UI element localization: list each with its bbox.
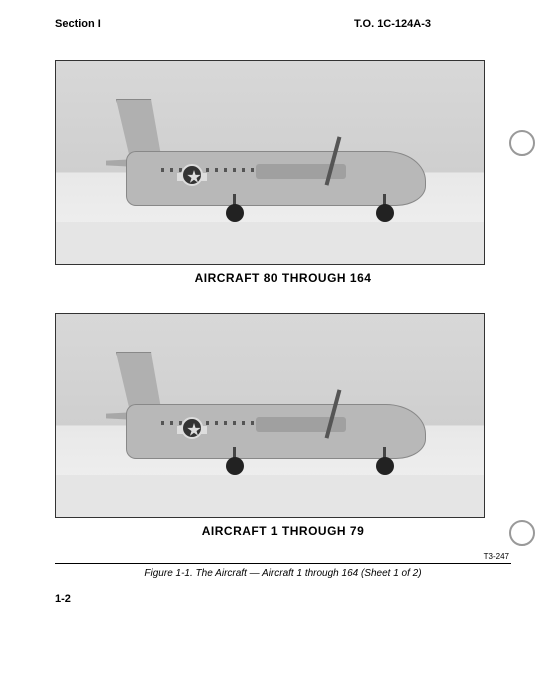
binder-hole-icon: [509, 130, 535, 156]
binder-hole-icon: [509, 520, 535, 546]
page-header: Section I T.O. 1C-124A-3: [55, 18, 511, 30]
aircraft-silhouette: [86, 347, 456, 487]
aircraft-silhouette: [86, 94, 456, 234]
figure-reference-number: T3-247: [55, 552, 511, 561]
manual-page: Section I T.O. 1C-124A-3 AIRCRAFT 80 THR…: [0, 0, 541, 700]
figure-upper: AIRCRAFT 80 THROUGH 164: [55, 60, 511, 285]
document-id: T.O. 1C-124A-3: [354, 18, 431, 30]
aircraft-photo-lower: [55, 313, 485, 518]
figure-title: Figure 1-1. The Aircraft — Aircraft 1 th…: [55, 568, 511, 579]
section-label: Section I: [55, 18, 101, 30]
aircraft-photo-upper: [55, 60, 485, 265]
page-number: 1-2: [55, 593, 511, 605]
figure-caption-lower: AIRCRAFT 1 THROUGH 79: [55, 524, 511, 538]
figure-lower: AIRCRAFT 1 THROUGH 79: [55, 313, 511, 538]
footer-rule: Figure 1-1. The Aircraft — Aircraft 1 th…: [55, 563, 511, 579]
figure-caption-upper: AIRCRAFT 80 THROUGH 164: [55, 271, 511, 285]
